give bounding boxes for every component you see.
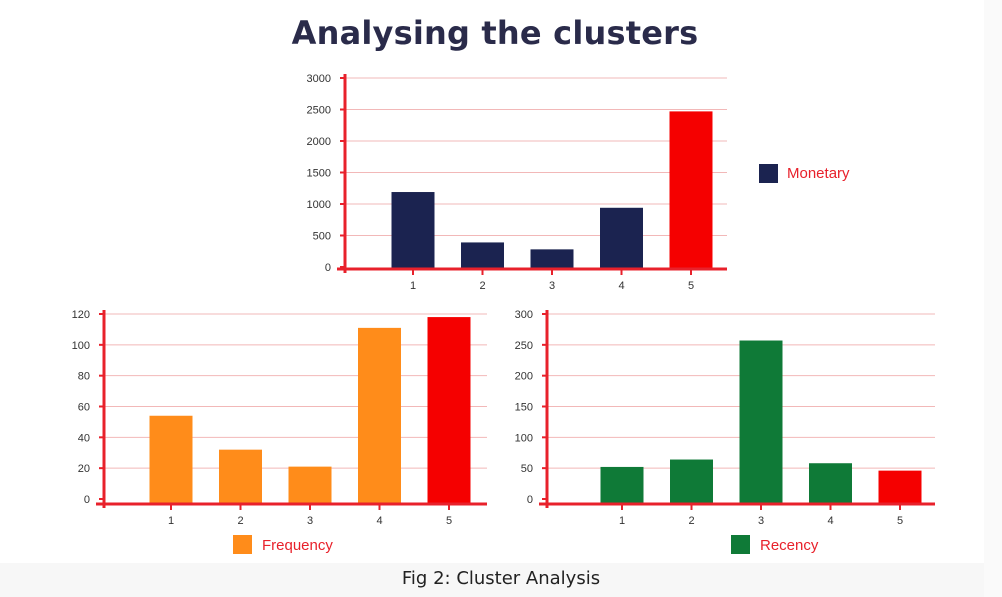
recency-bar-3: [739, 340, 783, 504]
frequency-xtick-label: 5: [446, 515, 452, 527]
recency-ytick-label: 0: [527, 494, 533, 506]
frequency-legend-label: Frequency: [262, 537, 333, 554]
monetary-bar-2: [461, 242, 504, 269]
recency-xtick-label: 1: [619, 515, 625, 527]
frequency-ytick-label: 20: [78, 463, 90, 475]
figure-caption: Fig 2: Cluster Analysis: [401, 568, 601, 589]
recency-bar-2: [670, 459, 713, 504]
frequency-bar-4: [358, 327, 401, 504]
frequency-bar-5: [427, 317, 471, 504]
monetary-ytick-label: 1000: [307, 199, 331, 211]
frequency-ytick-label: 80: [78, 371, 90, 383]
frequency-xtick-label: 1: [168, 515, 174, 527]
recency-xtick-label: 2: [688, 515, 694, 527]
right-edge-strip: [984, 0, 1002, 597]
monetary-ytick-label: 0: [325, 262, 331, 274]
monetary-bar-4: [600, 207, 643, 269]
monetary-xtick-label: 1: [410, 280, 416, 292]
frequency-xtick-label: 4: [376, 515, 382, 527]
recency-chart: 0 50 100 150 200 250 300 1 2 3 4 5 Recency: [515, 309, 935, 554]
monetary-legend-label: Monetary: [787, 165, 850, 182]
frequency-bar-2: [219, 449, 262, 504]
frequency-chart: 0 20 40 60 80 100 120 1 2 3 4 5 Frequency: [72, 309, 487, 554]
monetary-ytick-label: 2000: [307, 136, 331, 148]
recency-bar-1: [600, 466, 644, 504]
frequency-bar-3: [288, 466, 332, 504]
frequency-xtick-label: 2: [237, 515, 243, 527]
monetary-chart: 0 500 1000 1500 2000 2500 3000 1 2 3 4 5 Monetary: [307, 73, 851, 292]
frequency-legend-swatch: [233, 535, 252, 554]
recency-xtick-label: 5: [897, 515, 903, 527]
recency-ytick-label: 200: [515, 371, 533, 383]
recency-legend-swatch: [731, 535, 750, 554]
recency-ytick-label: 150: [515, 402, 533, 414]
recency-xtick-label: 4: [827, 515, 833, 527]
caption-bar: [0, 563, 984, 597]
monetary-legend-swatch: [759, 164, 778, 183]
recency-ytick-label: 250: [515, 340, 533, 352]
monetary-bar-5: [669, 111, 713, 269]
monetary-xtick-label: 3: [549, 280, 555, 292]
recency-legend-label: Recency: [760, 537, 819, 554]
recency-bar-5: [878, 470, 922, 504]
monetary-xtick-label: 2: [479, 280, 485, 292]
recency-ytick-label: 50: [521, 463, 533, 475]
monetary-xtick-label: 5: [688, 280, 694, 292]
monetary-ytick-label: 3000: [307, 73, 331, 85]
monetary-ytick-label: 2500: [307, 105, 331, 117]
frequency-ytick-label: 120: [72, 309, 90, 321]
recency-ytick-label: 300: [515, 309, 533, 321]
page-title: Analysing the clusters: [291, 14, 699, 52]
monetary-bar-1: [391, 192, 435, 269]
monetary-xtick-label: 4: [618, 280, 624, 292]
frequency-xtick-label: 3: [307, 515, 313, 527]
frequency-ytick-label: 100: [72, 340, 90, 352]
recency-xtick-label: 3: [758, 515, 764, 527]
monetary-ytick-label: 1500: [307, 168, 331, 180]
recency-bar-4: [809, 463, 852, 504]
frequency-ytick-label: 40: [78, 432, 90, 444]
monetary-bar-3: [530, 249, 574, 269]
frequency-ytick-label: 0: [84, 494, 90, 506]
recency-ytick-label: 100: [515, 432, 533, 444]
frequency-ytick-label: 60: [78, 402, 90, 414]
frequency-bar-1: [149, 415, 193, 504]
monetary-ytick-label: 500: [313, 231, 331, 243]
